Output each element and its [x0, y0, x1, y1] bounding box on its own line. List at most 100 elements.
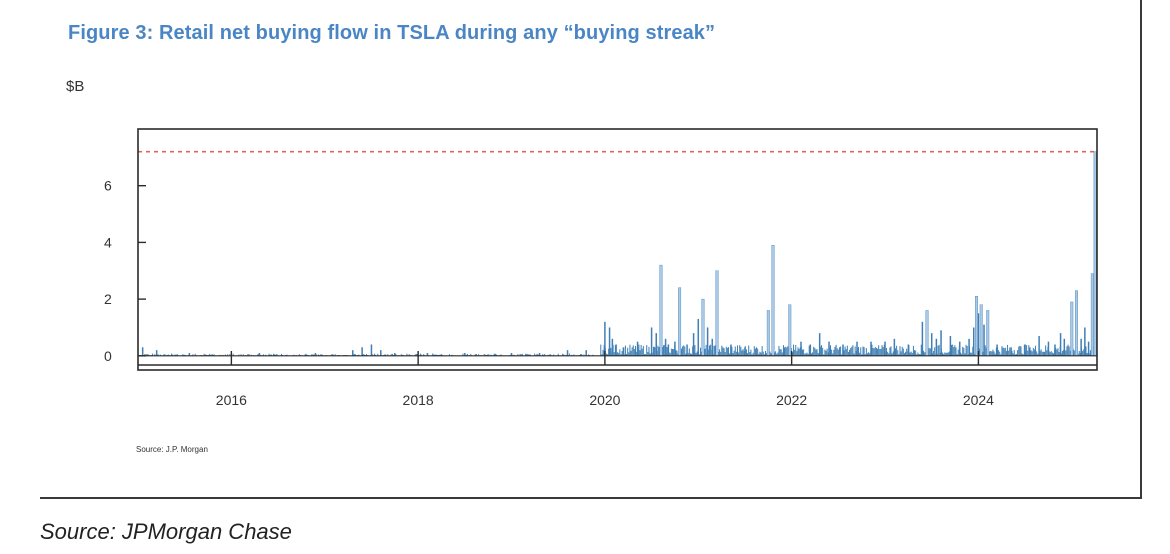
y-unit-label: $B	[66, 78, 85, 95]
data-bar	[674, 341, 676, 356]
data-bar	[258, 352, 261, 356]
data-bar	[968, 338, 970, 356]
data-bar	[958, 341, 961, 356]
y-tick-label: 2	[104, 291, 112, 307]
data-bar	[538, 352, 541, 356]
x-ticks: 2016 2018 2020 2022 2024	[216, 351, 994, 408]
data-bar	[314, 352, 317, 356]
data-bar	[611, 338, 614, 356]
data-bar	[585, 350, 587, 356]
x-tick-label: 2016	[216, 392, 247, 408]
data-bar	[426, 352, 429, 356]
data-bar	[744, 347, 746, 356]
data-bar	[636, 341, 639, 356]
data-bar	[842, 344, 844, 356]
data-bar	[1010, 347, 1012, 356]
data-bar	[930, 333, 933, 356]
data-bar	[921, 321, 924, 356]
data-bar	[701, 298, 705, 357]
data-bar	[986, 310, 990, 357]
x-tick-label: 2020	[589, 392, 620, 408]
x-tick-label: 2022	[776, 392, 807, 408]
data-bar	[907, 344, 910, 356]
data-bar	[394, 352, 396, 356]
figure-frame-right	[1140, 0, 1142, 499]
data-bar	[1063, 338, 1066, 356]
y-ticks: 0 2 4 6	[104, 178, 146, 364]
data-bar	[380, 350, 382, 356]
data-bar	[1024, 344, 1026, 356]
source-note-inner: Source: J.P. Morgan	[136, 445, 208, 454]
data-bar	[856, 341, 858, 356]
data-bar	[1070, 301, 1074, 357]
data-bar	[1093, 151, 1097, 357]
source-note-outer: Source: JPMorgan Chase	[40, 519, 292, 544]
y-tick-label: 6	[104, 178, 112, 194]
data-bar	[1087, 341, 1090, 356]
data-bar	[706, 327, 709, 356]
data-bar	[809, 344, 812, 356]
data-bar	[1054, 344, 1056, 356]
data-bar	[788, 304, 792, 357]
data-bar	[925, 310, 929, 357]
figure-frame-bottom	[40, 497, 1142, 499]
x-tick-label: 2024	[963, 392, 994, 408]
data-bar	[141, 347, 144, 356]
data-bar	[996, 344, 998, 356]
data-bar	[979, 304, 983, 357]
y-tick-label: 0	[104, 348, 112, 364]
data-bar	[1047, 341, 1050, 356]
data-bar	[1080, 338, 1082, 356]
data-bar	[949, 335, 952, 356]
data-bar	[870, 341, 872, 356]
data-bar	[972, 327, 975, 356]
data-bar	[783, 347, 785, 356]
data-bar	[352, 350, 354, 356]
data-bar	[566, 350, 569, 356]
data-bar	[188, 352, 191, 356]
data-bar	[608, 327, 611, 356]
data-bar	[771, 245, 775, 357]
x-tick-label: 2018	[403, 392, 434, 408]
data-bar	[800, 341, 802, 356]
data-bar	[711, 338, 714, 356]
data-bar	[692, 333, 695, 356]
y-tick-label: 4	[104, 234, 112, 250]
data-bar	[828, 341, 830, 356]
data-bar	[983, 324, 985, 356]
data-bar	[622, 347, 625, 356]
data-bar	[730, 344, 732, 356]
data-bar	[464, 352, 466, 356]
data-bar	[370, 344, 373, 356]
data-bar	[604, 321, 606, 356]
data-bar	[818, 333, 821, 356]
data-bar	[510, 352, 513, 356]
data-bar	[664, 338, 667, 356]
bars-layer	[138, 151, 1097, 357]
data-bar	[659, 264, 663, 357]
data-bar	[697, 318, 700, 356]
data-bar	[650, 327, 653, 356]
data-bar	[940, 330, 942, 356]
data-bar	[1059, 333, 1062, 356]
figure-title: Figure 3: Retail net buying flow in TSLA…	[68, 22, 716, 44]
data-bar	[1084, 327, 1086, 356]
data-bar	[715, 270, 719, 357]
data-bar	[361, 347, 363, 356]
data-bar	[686, 344, 688, 356]
data-bar	[977, 313, 980, 356]
data-bar	[1038, 335, 1040, 356]
data-bar	[678, 287, 682, 357]
data-bar	[884, 341, 886, 356]
data-bar	[975, 296, 978, 357]
data-bar	[1029, 347, 1031, 356]
plot-frame	[137, 128, 1098, 371]
data-bar	[766, 310, 770, 357]
data-bar	[615, 344, 617, 356]
data-bar	[935, 338, 938, 356]
data-bar	[893, 338, 896, 356]
data-bar	[1075, 290, 1078, 357]
data-bar	[155, 350, 158, 356]
data-bar	[655, 333, 658, 356]
